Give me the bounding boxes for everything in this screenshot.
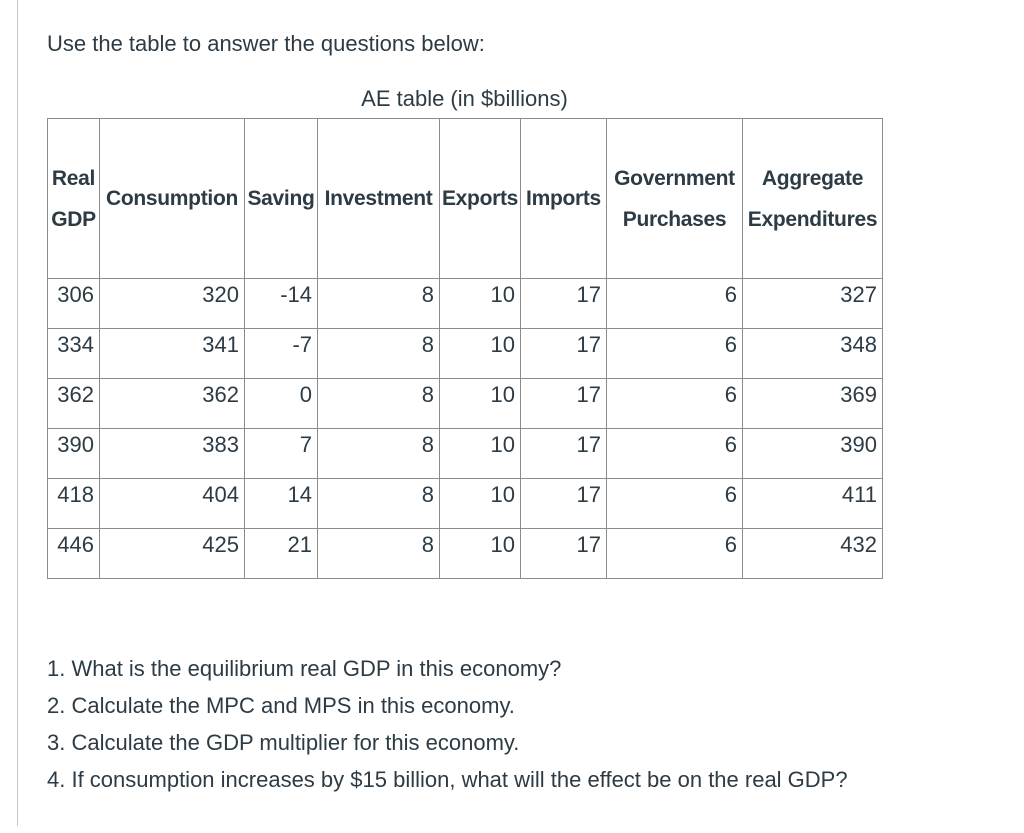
cell-imports: 17 — [520, 378, 607, 429]
cell-imports: 17 — [520, 328, 607, 379]
cell-aggregate-expenditures: 390 — [742, 428, 883, 479]
cell-real-gdp: 362 — [47, 378, 100, 429]
cell-saving: 14 — [244, 478, 318, 529]
cell-aggregate-expenditures: 369 — [742, 378, 883, 429]
cell-imports: 17 — [520, 278, 607, 329]
table-title: AE table (in $billions) — [361, 86, 568, 111]
cell-aggregate-expenditures: 327 — [742, 278, 883, 329]
header-aggregate-expenditures: Aggregate Expenditures — [742, 118, 883, 279]
cell-consumption: 362 — [99, 378, 245, 429]
table-row: 362 362 0 8 10 17 6 369 — [47, 378, 883, 429]
cell-exports: 10 — [439, 328, 521, 379]
table-row: 390 383 7 8 10 17 6 390 — [47, 428, 883, 479]
header-imports: Imports — [520, 118, 607, 279]
question-2: 2. Calculate the MPC and MPS in this eco… — [47, 693, 515, 718]
cell-real-gdp: 334 — [47, 328, 100, 379]
intro-text: Use the table to answer the questions be… — [47, 31, 485, 56]
cell-real-gdp: 390 — [47, 428, 100, 479]
cell-government-purchases: 6 — [606, 378, 743, 429]
header-exports: Exports — [439, 118, 521, 279]
cell-investment: 8 — [317, 478, 440, 529]
header-real-gdp: Real GDP — [47, 118, 100, 279]
cell-saving: 0 — [244, 378, 318, 429]
cell-government-purchases: 6 — [606, 278, 743, 329]
header-row: Real GDP Consumption Saving Investment E… — [47, 118, 883, 279]
cell-investment: 8 — [317, 428, 440, 479]
cell-saving: -7 — [244, 328, 318, 379]
question-1: 1. What is the equilibrium real GDP in t… — [47, 656, 562, 681]
cell-aggregate-expenditures: 348 — [742, 328, 883, 379]
cell-exports: 10 — [439, 528, 521, 579]
cell-government-purchases: 6 — [606, 478, 743, 529]
cell-investment: 8 — [317, 278, 440, 329]
header-consumption: Consumption — [99, 118, 245, 279]
cell-government-purchases: 6 — [606, 528, 743, 579]
cell-imports: 17 — [520, 478, 607, 529]
table-row: 334 341 -7 8 10 17 6 348 — [47, 328, 883, 379]
cell-saving: 21 — [244, 528, 318, 579]
cell-exports: 10 — [439, 428, 521, 479]
cell-real-gdp: 446 — [47, 528, 100, 579]
cell-exports: 10 — [439, 378, 521, 429]
cell-aggregate-expenditures: 432 — [742, 528, 883, 579]
ae-table: Real GDP Consumption Saving Investment E… — [47, 118, 883, 579]
cell-exports: 10 — [439, 478, 521, 529]
table-row: 446 425 21 8 10 17 6 432 — [47, 528, 883, 579]
header-investment: Investment — [317, 118, 440, 279]
cell-consumption: 404 — [99, 478, 245, 529]
cell-consumption: 383 — [99, 428, 245, 479]
cell-consumption: 320 — [99, 278, 245, 329]
cell-real-gdp: 306 — [47, 278, 100, 329]
cell-imports: 17 — [520, 528, 607, 579]
cell-imports: 17 — [520, 428, 607, 479]
cell-government-purchases: 6 — [606, 428, 743, 479]
cell-saving: -14 — [244, 278, 318, 329]
cell-real-gdp: 418 — [47, 478, 100, 529]
question-list: 1. What is the equilibrium real GDP in t… — [47, 650, 848, 798]
table-row: 306 320 -14 8 10 17 6 327 — [47, 278, 883, 329]
header-saving: Saving — [244, 118, 318, 279]
cell-consumption: 341 — [99, 328, 245, 379]
question-3: 3. Calculate the GDP multiplier for this… — [47, 730, 520, 755]
question-4: 4. If consumption increases by $15 billi… — [47, 767, 848, 792]
cell-aggregate-expenditures: 411 — [742, 478, 883, 529]
cell-investment: 8 — [317, 378, 440, 429]
cell-saving: 7 — [244, 428, 318, 479]
page-edge-rule — [17, 0, 18, 826]
cell-exports: 10 — [439, 278, 521, 329]
table-row: 418 404 14 8 10 17 6 411 — [47, 478, 883, 529]
cell-investment: 8 — [317, 328, 440, 379]
header-government-purchases: Government Purchases — [606, 118, 743, 279]
cell-government-purchases: 6 — [606, 328, 743, 379]
cell-consumption: 425 — [99, 528, 245, 579]
cell-investment: 8 — [317, 528, 440, 579]
